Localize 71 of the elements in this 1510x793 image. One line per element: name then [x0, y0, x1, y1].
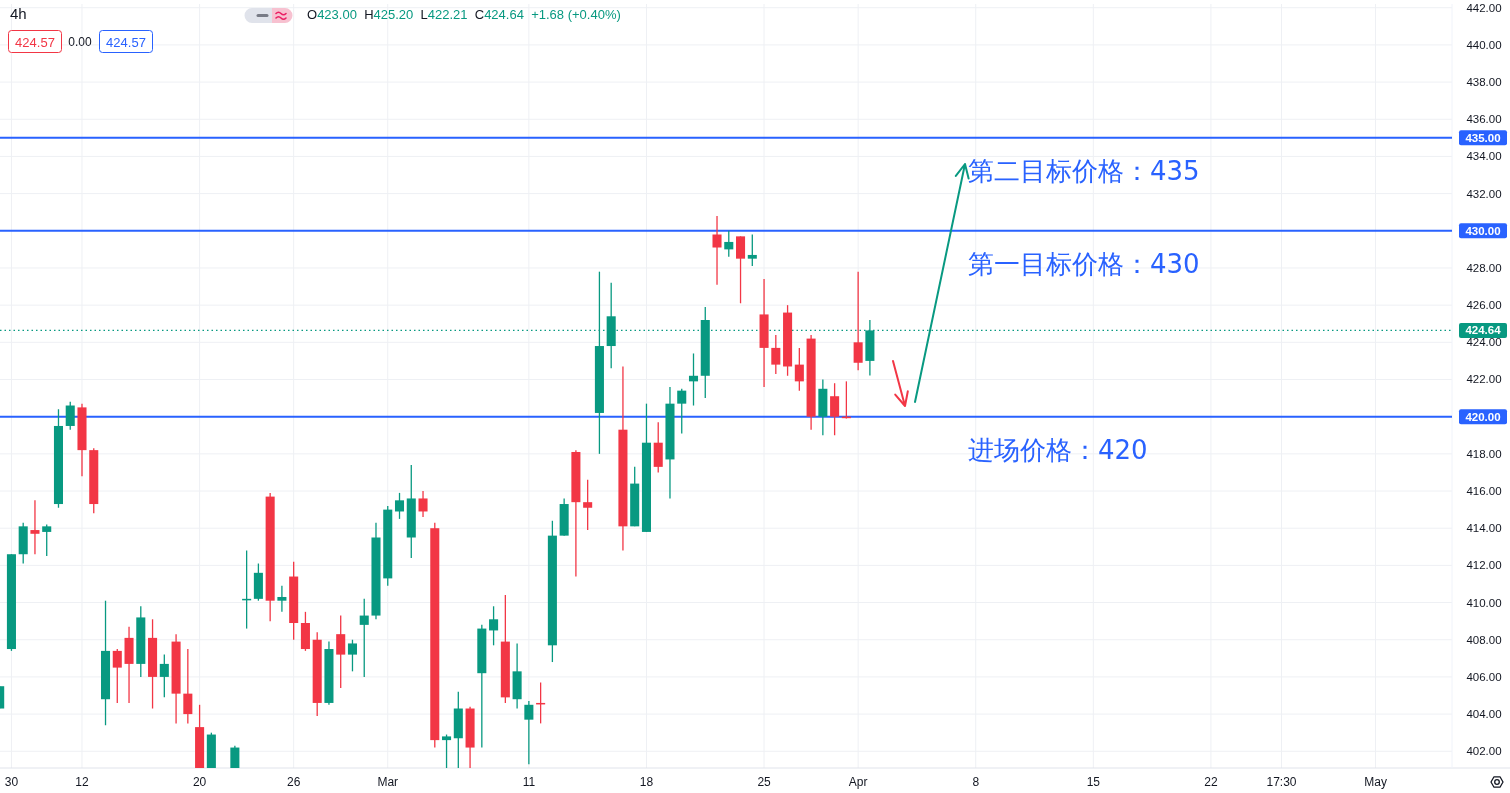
y-tick-label: 438.00 [1466, 76, 1502, 89]
ref-line-label: 420.00 [1465, 410, 1501, 423]
x-tick-label: 25 [757, 775, 772, 789]
candlestick [442, 733, 452, 768]
y-tick-label: 432.00 [1466, 187, 1502, 200]
y-tick-label: 434.00 [1466, 150, 1502, 163]
y-tick-label: 428.00 [1466, 261, 1502, 274]
candlestick [347, 639, 357, 672]
y-tick-label: 424.00 [1466, 336, 1502, 349]
x-tick-label: 26 [286, 775, 301, 789]
candlestick [42, 523, 52, 557]
x-tick-label: 30 [4, 775, 19, 789]
ref-line-label: 430.00 [1465, 224, 1501, 237]
x-tick-label: Mar [377, 775, 399, 789]
candlestick [583, 479, 593, 531]
y-tick-label: 404.00 [1466, 708, 1502, 721]
candlestick [112, 648, 122, 704]
chart-title: 4h [10, 5, 27, 22]
candlestick [489, 605, 499, 646]
candlestick [712, 215, 722, 286]
y-tick-label: 440.00 [1466, 38, 1502, 51]
candlestick [65, 401, 75, 431]
x-tick-label: 17:30 [1266, 775, 1297, 789]
candlestick [771, 334, 781, 375]
y-tick-label: 406.00 [1466, 670, 1502, 683]
candlestick [418, 490, 428, 518]
x-tick-label: 12 [75, 775, 89, 789]
x-tick-label: 8 [972, 775, 980, 789]
ref-line-label: 435.00 [1465, 131, 1501, 144]
annotation: 进场价格：420 [968, 434, 1148, 465]
y-tick-label: 414.00 [1466, 522, 1502, 535]
x-tick-label: May [1364, 775, 1387, 789]
x-tick-label: 20 [192, 775, 207, 789]
annotation: 第一目标价格：430 [968, 248, 1200, 279]
candlestick [336, 614, 346, 689]
y-tick-label: 416.00 [1466, 485, 1502, 498]
candlestick [183, 648, 193, 725]
y-tick-label: 410.00 [1466, 596, 1502, 609]
x-tick-label: Apr [848, 775, 868, 789]
candlestick [30, 499, 40, 555]
candlestick [394, 492, 405, 520]
candlestick [724, 230, 734, 258]
y-tick-label: 436.00 [1466, 113, 1502, 126]
text: O423.00 H425.20 L422.21 C424.64 +1.68 (+0.40%) [307, 7, 621, 22]
candlestick [524, 700, 534, 765]
y-tick-label: 402.00 [1466, 745, 1502, 758]
x-tick-label: 15 [1086, 775, 1101, 789]
candlestick [159, 653, 169, 699]
y-tick-label: 426.00 [1466, 299, 1502, 312]
candlestick [853, 271, 863, 371]
candlestick [688, 352, 699, 407]
y-tick-label: 412.00 [1466, 559, 1502, 572]
candlestick [747, 233, 757, 267]
y-tick-label: 422.00 [1466, 373, 1502, 386]
candlestick [794, 347, 804, 392]
y-tick-label: 418.00 [1466, 447, 1502, 460]
ref-line-label: 424.64 [1465, 324, 1502, 337]
y-tick-label: 442.00 [1466, 1, 1502, 14]
candlestick [736, 235, 746, 304]
candlestick [677, 388, 687, 435]
x-tick-label: 11 [522, 775, 536, 789]
candlestick [277, 585, 287, 613]
annotation: 0.00 [68, 35, 92, 49]
candlestick [830, 382, 840, 436]
candlestick [359, 598, 369, 678]
annotation: 424.57 [15, 34, 55, 50]
x-tick-label: 22 [1204, 775, 1218, 789]
annotation: 第二目标价格：435 [968, 155, 1200, 186]
x-tick-label: 18 [639, 775, 654, 789]
y-tick-label: 408.00 [1466, 633, 1502, 646]
annotation: 424.57 [106, 34, 146, 50]
